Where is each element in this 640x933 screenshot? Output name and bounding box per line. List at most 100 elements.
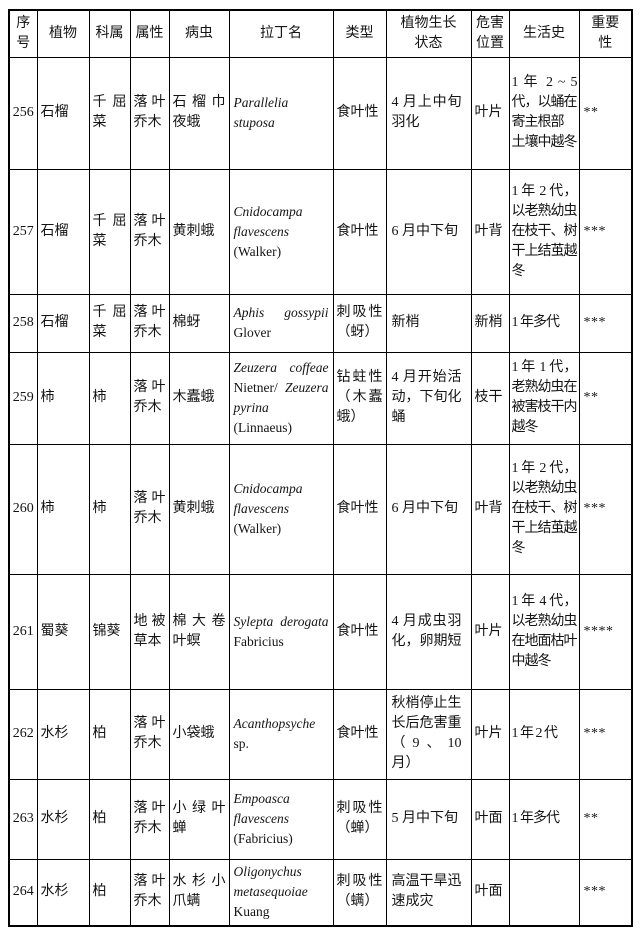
latin-name: Cnidocampa flavescens — [233, 481, 303, 516]
cell-life: 1 年 2 代 — [508, 688, 580, 780]
cell-position: 叶面 — [470, 778, 510, 860]
cell-plant: 水杉 — [36, 858, 90, 927]
col-header-pest: 病虫 — [168, 9, 230, 58]
table-header: 序号 植物 科属 属性 病虫 拉丁名 类型 植物生长 状态 危害 位置 生活史 重要 性 — [8, 9, 633, 58]
cell-family: 柿 — [88, 443, 131, 575]
cell-importance: *** — [578, 443, 633, 575]
cell-importance: ** — [578, 351, 633, 445]
cell-life: 1 年 2 代，以老熟幼虫在枝干、树干上结茧越冬 — [508, 443, 580, 575]
latin-author: (Linnaeus) — [233, 420, 292, 435]
table-row: 262 水杉柏落叶乔木 小袋蛾 Acanthopsyche sp. 食叶性 秋梢停止生长后… — [8, 688, 633, 780]
cell-position: 叶背 — [470, 168, 510, 295]
cell-growth: 高温干旱迅速成灾 — [385, 858, 472, 927]
latin-author: Nietner/ — [233, 380, 278, 395]
cell-plant: 石榴 — [36, 56, 90, 170]
cell-growth: 4 月成虫羽化，卵期短 — [385, 573, 472, 690]
latin-author: Glover — [233, 325, 272, 340]
cell-pest: 木蠹蛾 — [168, 351, 230, 445]
plant-pest-table: 序号 植物 科属 属性 病虫 拉丁名 类型 植物生长 状态 危害 位置 生活史 重要 性 256 石榴… — [8, 9, 633, 927]
cell-plant: 蜀葵 — [36, 573, 90, 690]
cell-attribute: 落叶乔木 — [129, 168, 170, 295]
latin-name: Zeuzera coffeae — [233, 360, 329, 375]
table-row: 257 石榴 千屈菜 落叶乔木 黄刺蛾 Cnidocampa flavescens (Wa… — [8, 168, 633, 295]
cell-family: 柏 — [88, 688, 131, 780]
table-body: 256 石榴 千屈菜 落叶乔木 石榴巾夜蛾 Parallelia stuposa 食叶性 4 … — [8, 56, 633, 927]
latin-name: Acanthopsyche — [233, 716, 316, 731]
cell-life: 1 年 2 ~ 5 代，以蛹在寄主根部 土壤中越冬 — [508, 56, 580, 170]
cell-no: 260 — [8, 443, 38, 575]
cell-no: 259 — [8, 351, 38, 445]
cell-growth: 4 月上中旬羽化 — [385, 56, 472, 170]
cell-growth: 6 月中下旬 — [385, 168, 472, 295]
cell-plant: 柿 — [36, 351, 90, 445]
cell-latin: Parallelia stuposa — [228, 56, 334, 170]
cell-attribute: 落叶乔木 — [129, 351, 170, 445]
cell-position: 新梢 — [470, 293, 510, 353]
cell-pest: 黄刺蛾 — [168, 168, 230, 295]
cell-family: 锦葵 — [88, 573, 131, 690]
cell-pest: 石榴巾夜蛾 — [168, 56, 230, 170]
latin-name: Zeuzera pyrina — [233, 380, 329, 415]
cell-plant: 水杉 — [36, 778, 90, 860]
cell-latin: Aphis gossypii Glover — [228, 293, 334, 353]
col-header-growth: 植物生长 状态 — [385, 9, 472, 58]
cell-latin: Acanthopsyche sp. — [228, 688, 334, 780]
cell-no: 257 — [8, 168, 38, 295]
cell-pest: 棉大卷叶螟 — [168, 573, 230, 690]
cell-life — [508, 858, 580, 927]
cell-position: 枝干 — [470, 351, 510, 445]
cell-family: 柿 — [88, 351, 131, 445]
cell-type: 食叶性 — [332, 168, 387, 295]
cell-importance: **** — [578, 573, 633, 690]
latin-name: Oligonychus metasequoiae — [233, 864, 308, 900]
cell-latin: Cnidocampa flavescens (Walker) — [228, 168, 334, 295]
cell-growth: 5 月中下旬 — [385, 778, 472, 860]
cell-type: 食叶性 — [332, 443, 387, 575]
cell-latin: Sylepta derogata Fabricius — [228, 573, 334, 690]
header-row: 序号 植物 科属 属性 病虫 拉丁名 类型 植物生长 状态 危害 位置 生活史 重要 性 — [8, 9, 633, 58]
cell-position: 叶片 — [470, 688, 510, 780]
cell-life: 1 年 2 代，以老熟幼虫在枝干、树干上结茧越冬 — [508, 168, 580, 295]
cell-position: 叶片 — [470, 56, 510, 170]
cell-pest: 黄刺蛾 — [168, 443, 230, 575]
cell-type: 刺吸性（蚜） — [332, 293, 387, 353]
col-header-life: 生活史 — [508, 9, 580, 58]
cell-growth: 4 月开始活动，下旬化蛹 — [385, 351, 472, 445]
cell-pest: 小绿叶蝉 — [168, 778, 230, 860]
latin-author: (Fabricius) — [233, 831, 293, 846]
latin-author: Kuang — [233, 904, 270, 920]
cell-family: 柏 — [88, 858, 131, 927]
cell-importance: ** — [578, 778, 633, 860]
cell-attribute: 落叶乔木 — [129, 688, 170, 780]
cell-pest: 棉蚜 — [168, 293, 230, 353]
cell-type: 食叶性 — [332, 56, 387, 170]
latin-name: Cnidocampa flavescens — [233, 203, 303, 239]
cell-position: 叶面 — [470, 858, 510, 927]
cell-latin: Zeuzera coffeae Nietner/ Zeuzera pyrina … — [228, 351, 334, 445]
table-row: 256 石榴 千屈菜 落叶乔木 石榴巾夜蛾 Parallelia stuposa 食叶性 4 … — [8, 56, 633, 170]
col-header-position: 危害 位置 — [470, 9, 510, 58]
cell-importance: *** — [578, 858, 633, 927]
cell-type: 食叶性 — [332, 688, 387, 780]
cell-type: 食叶性 — [332, 573, 387, 690]
cell-life: 1 年多代 — [508, 293, 580, 353]
cell-growth: 新梢 — [385, 293, 472, 353]
cell-plant: 石榴 — [36, 168, 90, 295]
cell-importance: *** — [578, 688, 633, 780]
latin-author: (Walker) — [233, 243, 282, 259]
cell-position: 叶片 — [470, 573, 510, 690]
cell-attribute: 落叶乔木 — [129, 778, 170, 860]
cell-no: 262 — [8, 688, 38, 780]
cell-family: 千屈菜 — [88, 293, 131, 353]
cell-no: 264 — [8, 858, 38, 927]
col-header-family: 科属 — [88, 9, 131, 58]
cell-pest: 水杉小爪螨 — [168, 858, 230, 927]
cell-attribute: 落叶乔木 — [129, 293, 170, 353]
cell-type: 刺吸性（蝉） — [332, 778, 387, 860]
table-row: 258 石榴 千屈菜 落叶乔木 棉蚜 Aphis gossypii Glover 刺吸性（蚜… — [8, 293, 633, 353]
cell-type: 钻蛀性（木蠹蛾） — [332, 351, 387, 445]
cell-importance: *** — [578, 168, 633, 295]
col-header-importance: 重要 性 — [578, 9, 633, 58]
latin-author: sp. — [233, 736, 249, 751]
cell-attribute: 落叶乔木 — [129, 443, 170, 575]
